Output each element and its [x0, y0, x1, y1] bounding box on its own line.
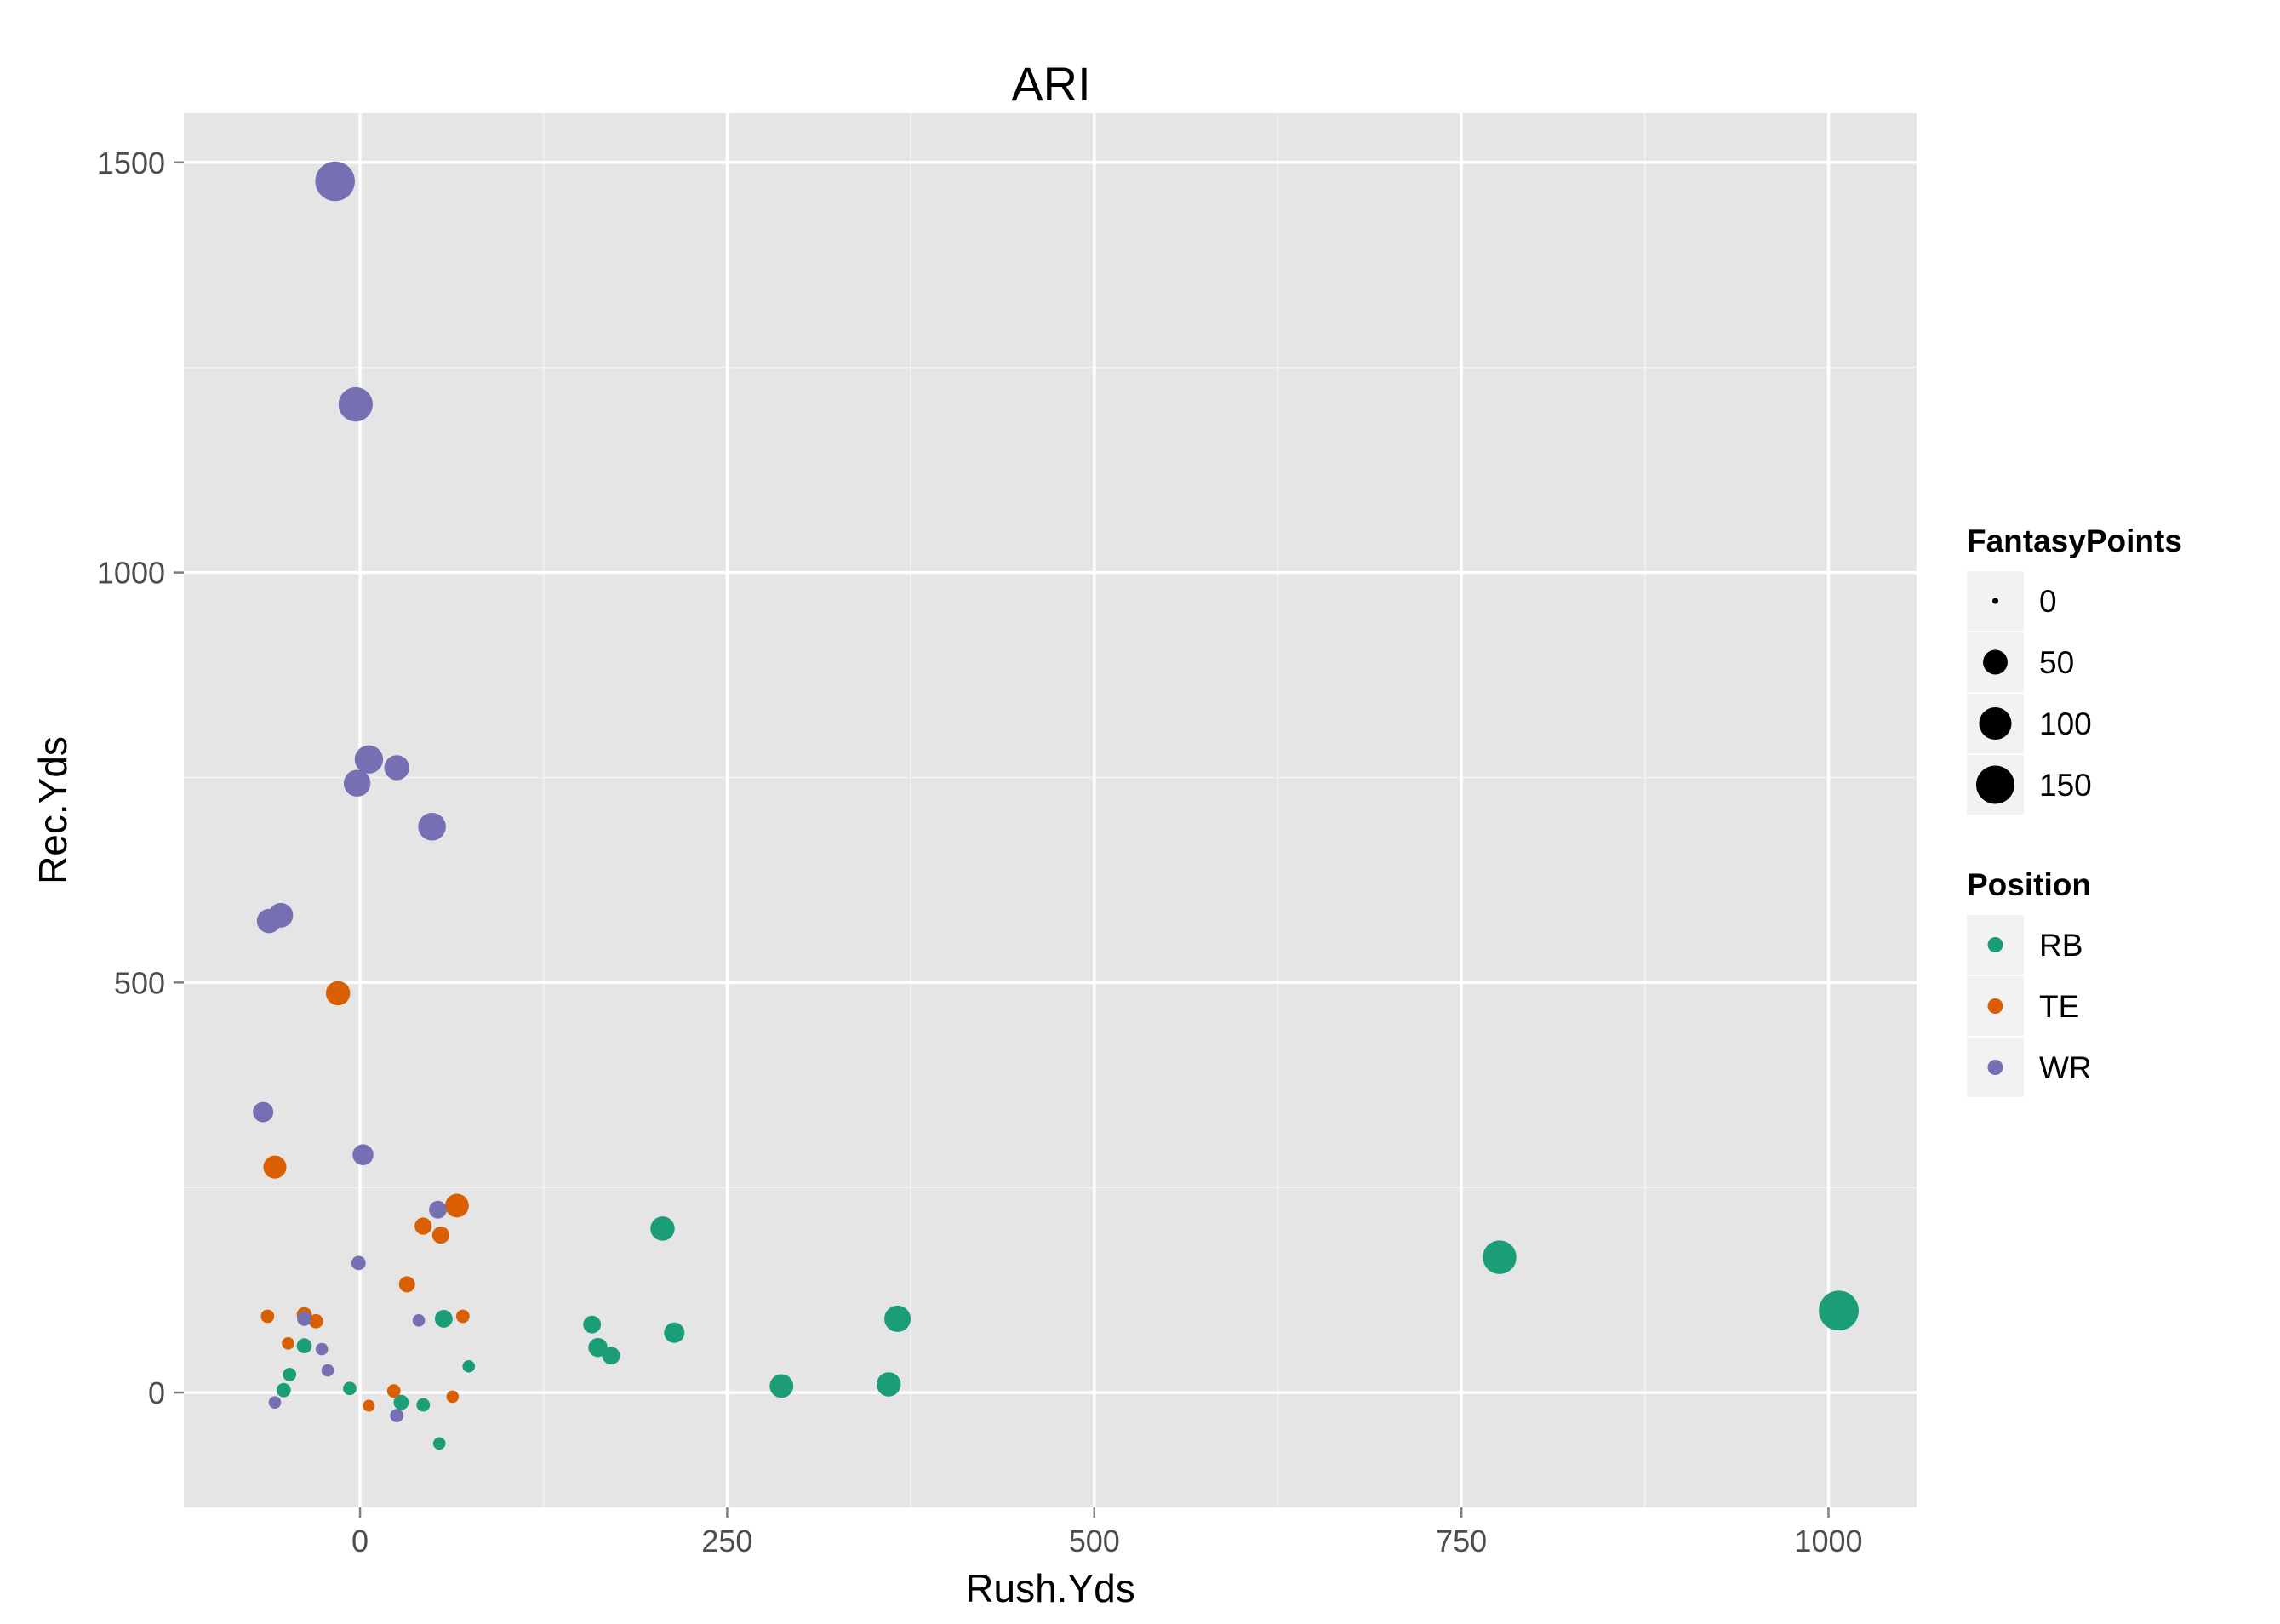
grid-major — [184, 113, 1917, 1507]
legend-color-symbol-rb — [1987, 937, 2003, 952]
data-points — [253, 161, 1859, 1450]
y-tick-label: 500 — [114, 965, 165, 1000]
point-rb — [1483, 1240, 1517, 1274]
point-wr — [429, 1200, 447, 1219]
point-wr — [338, 386, 374, 422]
legend-size-symbol — [1983, 649, 2008, 675]
point-wr — [352, 1144, 374, 1165]
x-tick-label: 750 — [1436, 1524, 1487, 1558]
point-wr — [354, 745, 384, 774]
point-rb — [416, 1398, 431, 1412]
y-axis-title: Rec.Yds — [31, 736, 75, 884]
legend-size-symbol — [1992, 598, 1998, 604]
point-rb — [343, 1381, 357, 1396]
point-te — [308, 1313, 323, 1329]
x-axis-title: Rush.Yds — [965, 1566, 1134, 1610]
legend-size-symbol — [1979, 706, 2012, 741]
y-tick-label: 0 — [148, 1375, 165, 1410]
point-wr — [418, 812, 446, 841]
plot-panel — [184, 113, 1917, 1507]
point-rb — [434, 1309, 453, 1328]
legend-color-label: WR — [2039, 1050, 2092, 1085]
legend-size-symbol — [1976, 765, 2014, 804]
point-te — [414, 1217, 432, 1235]
point-te — [446, 1390, 460, 1404]
point-te — [363, 1399, 375, 1412]
series-wr — [253, 161, 447, 1422]
legend-color-label: RB — [2039, 928, 2083, 963]
point-wr — [351, 1255, 366, 1271]
point-te — [260, 1309, 275, 1324]
point-rb — [393, 1394, 409, 1410]
series-rb — [276, 1216, 1859, 1450]
legend-size-label: 0 — [2039, 584, 2057, 619]
legend-size-label: 50 — [2039, 645, 2074, 680]
grid-minor — [184, 113, 1917, 1507]
point-rb — [884, 1305, 911, 1332]
point-te — [325, 981, 351, 1006]
legend-size-title: FantasyPoints — [1967, 523, 2182, 558]
point-rb — [876, 1372, 901, 1397]
point-wr — [297, 1311, 311, 1326]
point-rb — [462, 1359, 476, 1373]
point-te — [431, 1227, 450, 1244]
point-rb — [283, 1368, 297, 1381]
legend-size-label: 100 — [2039, 706, 2092, 741]
legend-color-symbol-te — [1987, 998, 2003, 1014]
point-rb — [583, 1315, 602, 1334]
legend-color-symbol-wr — [1987, 1060, 2003, 1075]
point-rb — [588, 1337, 608, 1358]
x-tick-label: 0 — [351, 1524, 369, 1558]
x-tick-label: 250 — [701, 1524, 752, 1558]
point-wr — [384, 755, 409, 781]
y-tick-label: 1500 — [97, 146, 165, 180]
x-axis: 0 250 500 750 1000 — [351, 1507, 1863, 1558]
point-wr — [315, 161, 355, 202]
legend-color-label: TE — [2039, 989, 2079, 1024]
point-wr — [343, 769, 371, 797]
point-te — [398, 1276, 415, 1293]
y-tick-label: 1000 — [97, 556, 165, 591]
point-rb — [602, 1347, 620, 1365]
x-tick-label: 500 — [1069, 1524, 1120, 1558]
point-te — [445, 1193, 469, 1218]
point-te — [282, 1336, 294, 1350]
y-axis: 0 500 1000 1500 — [97, 146, 184, 1410]
point-te — [455, 1309, 470, 1324]
point-wr — [412, 1314, 426, 1327]
point-te — [263, 1155, 287, 1179]
point-rb — [769, 1374, 794, 1398]
point-rb — [1819, 1290, 1859, 1331]
point-wr — [268, 1396, 282, 1409]
point-rb — [664, 1322, 685, 1343]
point-rb — [650, 1216, 675, 1241]
point-rb — [296, 1338, 312, 1354]
legend-color-title: Position — [1967, 867, 2091, 902]
chart-title: ARI — [1011, 57, 1090, 111]
point-te — [386, 1384, 401, 1398]
point-wr — [253, 1101, 274, 1123]
legend-position: Position RB TE WR — [1967, 867, 2092, 1097]
legend-size-label: 150 — [2039, 768, 2092, 803]
point-wr — [315, 1342, 329, 1356]
point-rb — [432, 1437, 446, 1450]
x-tick-label: 1000 — [1794, 1524, 1862, 1558]
point-wr — [256, 908, 282, 934]
point-wr — [321, 1364, 334, 1377]
point-rb — [276, 1382, 291, 1398]
point-wr — [390, 1409, 404, 1422]
legend-fantasy-points: FantasyPoints 0 50 100 150 — [1967, 523, 2182, 815]
